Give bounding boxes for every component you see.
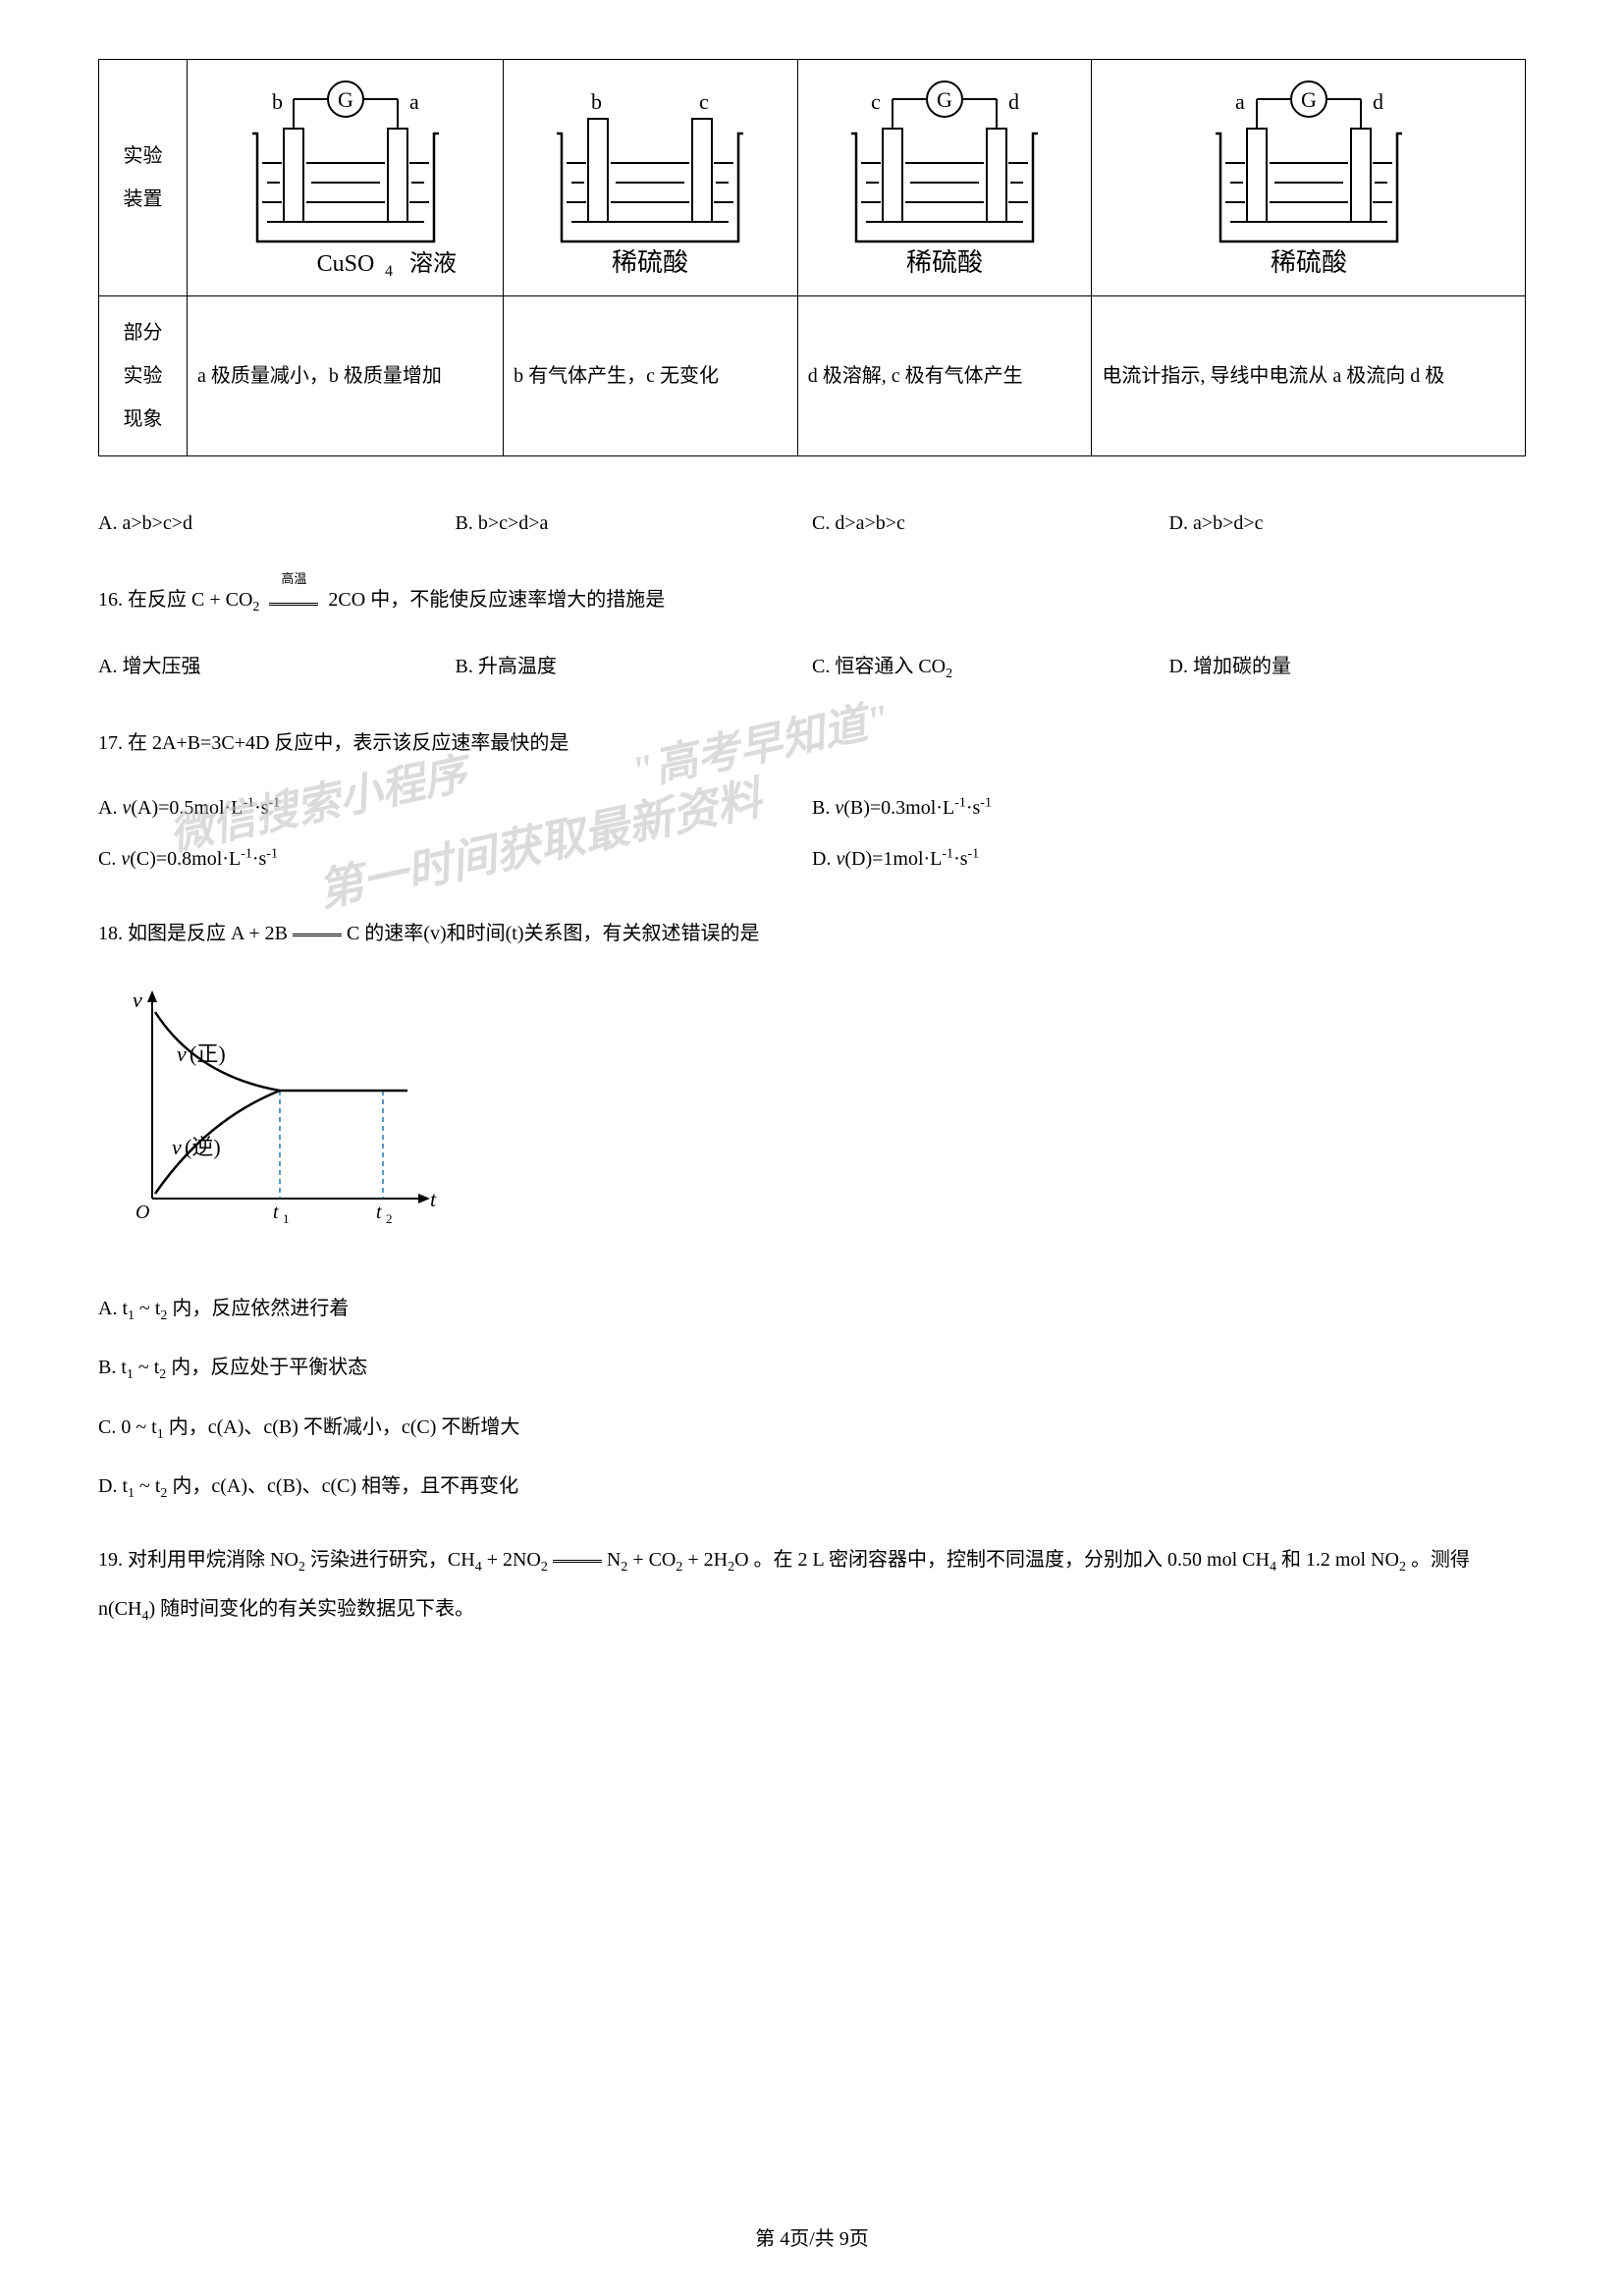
beaker-diagram-4: G a d 稀硫酸 [1196, 80, 1422, 276]
q18-option-b: B. t1 ~ t2 内，反应处于平衡状态 [98, 1350, 1526, 1387]
row-label-device: 实验装置 [99, 60, 188, 296]
phenomenon-1: a 极质量减小，b 极质量增加 [188, 296, 504, 456]
svg-text:稀硫酸: 稀硫酸 [906, 248, 983, 276]
svg-text:G: G [1301, 87, 1317, 112]
svg-text:稀硫酸: 稀硫酸 [612, 248, 688, 276]
option-c: C. d>a>b>c [812, 506, 1169, 541]
q19-stem: 19. 对利用甲烷消除 NO2 污染进行研究，CH4 + 2NO2 N2 + C… [98, 1535, 1526, 1633]
q17-option-c: C. v(C)=0.8mol·L-1·s-1 [98, 841, 812, 877]
svg-text:b: b [591, 89, 602, 114]
svg-text:d: d [1008, 89, 1019, 114]
q18-option-a: A. t1 ~ t2 内，反应依然进行着 [98, 1291, 1526, 1328]
q16-stem: 16. 在反应 C + CO2 高温 2CO 中，不能使反应速率增大的措施是 [98, 580, 1526, 621]
row-label-phenomena: 部分实验现象 [99, 296, 188, 456]
device-cell-4: G a d 稀硫酸 [1092, 60, 1526, 296]
q16-options: A. 增大压强 B. 升高温度 C. 恒容通入 CO2 D. 增加碳的量 [98, 641, 1526, 694]
beaker-diagram-2: b c 稀硫酸 [537, 80, 763, 276]
svg-text:v: v [177, 1041, 187, 1066]
svg-text:a: a [409, 89, 419, 114]
q16-option-d: D. 增加碳的量 [1169, 649, 1527, 686]
svg-text:溶液: 溶液 [409, 250, 457, 276]
beaker-diagram-3: G c d 稀硫酸 [832, 80, 1057, 276]
svg-text:(逆): (逆) [185, 1135, 221, 1159]
q18-stem: 18. 如图是反应 A + 2B C 的速率(v)和时间(t)关系图，有关叙述错… [98, 914, 1526, 953]
device-cell-2: b c 稀硫酸 [504, 60, 798, 296]
svg-text:O: O [135, 1201, 149, 1223]
svg-text:2: 2 [386, 1211, 393, 1226]
phenomenon-3: d 极溶解, c 极有气体产生 [797, 296, 1092, 456]
svg-text:1: 1 [283, 1211, 290, 1226]
svg-text:稀硫酸: 稀硫酸 [1271, 248, 1347, 276]
svg-text:t: t [273, 1201, 279, 1223]
q18-option-d: D. t1 ~ t2 内，c(A)、c(B)、c(C) 相等，且不再变化 [98, 1468, 1526, 1506]
svg-text:G: G [937, 87, 952, 112]
device-cell-1: G b a [188, 60, 504, 296]
svg-text:t: t [376, 1201, 382, 1223]
svg-text:d: d [1373, 89, 1383, 114]
svg-text:t: t [430, 1187, 437, 1211]
table-row-devices: 实验装置 G b a [99, 60, 1526, 296]
q16-option-c: C. 恒容通入 CO2 [812, 649, 1169, 686]
q17-option-d: D. v(D)=1mol·L-1·s-1 [812, 841, 1526, 877]
option-a: A. a>b>c>d [98, 506, 456, 541]
svg-text:a: a [1235, 89, 1245, 114]
q17-options: A. v(A)=0.5mol·L-1·s-1 B. v(B)=0.3mol·L-… [98, 782, 1526, 884]
svg-text:v: v [133, 988, 142, 1012]
experiment-table: 实验装置 G b a [98, 59, 1526, 456]
svg-text:v: v [172, 1135, 182, 1159]
beaker-diagram-1: G b a [233, 80, 459, 276]
q16-option-b: B. 升高温度 [456, 649, 813, 686]
page-footer: 第 4页/共 9页 [0, 2221, 1624, 2257]
vt-chart: v t O t1 t2 v(正) v(逆) [118, 983, 452, 1238]
svg-text:CuSO: CuSO [316, 251, 374, 276]
svg-text:G: G [338, 87, 353, 112]
option-d: D. a>b>d>c [1169, 506, 1527, 541]
q18-option-c: C. 0 ~ t1 内，c(A)、c(B) 不断减小，c(C) 不断增大 [98, 1410, 1526, 1447]
phenomenon-2: b 有气体产生，c 无变化 [504, 296, 798, 456]
svg-text:b: b [272, 89, 283, 114]
svg-text:(正): (正) [189, 1041, 226, 1066]
q17-option-b: B. v(B)=0.3mol·L-1·s-1 [812, 790, 1526, 826]
q16-option-a: A. 增大压强 [98, 649, 456, 686]
device-cell-3: G c d 稀硫酸 [797, 60, 1092, 296]
svg-text:c: c [871, 89, 881, 114]
svg-text:c: c [699, 89, 709, 114]
table-row-phenomena: 部分实验现象 a 极质量减小，b 极质量增加 b 有气体产生，c 无变化 d 极… [99, 296, 1526, 456]
phenomenon-4: 电流计指示, 导线中电流从 a 极流向 d 极 [1092, 296, 1526, 456]
q17-stem: 17. 在 2A+B=3C+4D 反应中，表示该反应速率最快的是 [98, 723, 1526, 763]
q17-option-a: A. v(A)=0.5mol·L-1·s-1 [98, 790, 812, 826]
option-b: B. b>c>d>a [456, 506, 813, 541]
svg-text:4: 4 [385, 263, 393, 276]
q15-options: A. a>b>c>d B. b>c>d>a C. d>a>b>c D. a>b>… [98, 506, 1526, 541]
